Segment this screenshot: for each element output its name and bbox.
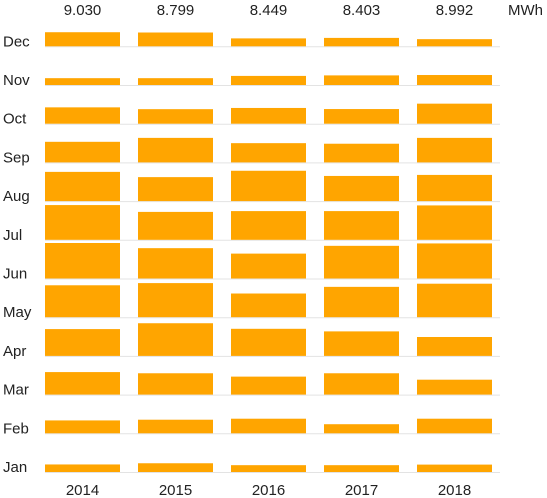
bar-2017-dec <box>324 37 399 47</box>
bar-2014-aug <box>45 171 120 202</box>
bar-2016-oct <box>231 107 306 124</box>
year-total-2016: 8.449 <box>250 2 288 19</box>
bar-2015-dec <box>138 32 213 47</box>
bar-2018-jan <box>417 464 492 472</box>
bar-2017-oct <box>324 109 399 124</box>
bar-2016-sep <box>231 143 306 163</box>
bar-2018-mar <box>417 379 492 395</box>
bar-2014-jun <box>45 243 120 279</box>
bar-2015-feb <box>138 419 213 434</box>
bar-2015-jun <box>138 248 213 279</box>
bar-2016-may <box>231 293 306 318</box>
bar-2018-apr <box>417 337 492 356</box>
bar-2016-dec <box>231 38 306 47</box>
year-total-2014: 9.030 <box>64 2 102 19</box>
bar-2015-jul <box>138 211 213 240</box>
bar-2018-feb <box>417 418 492 434</box>
bar-2018-sep <box>417 137 492 163</box>
bar-2016-mar <box>231 376 306 395</box>
bar-2017-aug <box>324 175 399 202</box>
bar-2016-jun <box>231 253 306 279</box>
bar-2014-dec <box>45 32 120 47</box>
bar-2014-jan <box>45 464 120 472</box>
month-label-dec: Dec <box>3 33 30 50</box>
bar-2014-mar <box>45 372 120 395</box>
unit-label: MWh <box>508 2 543 19</box>
bars <box>45 32 492 472</box>
bar-2016-apr <box>231 328 306 356</box>
month-label-jul: Jul <box>3 227 22 244</box>
bar-2017-feb <box>324 424 399 434</box>
bar-2018-nov <box>417 75 492 85</box>
year-total-2017: 8.403 <box>343 2 381 19</box>
year-label-2014: 2014 <box>66 482 99 498</box>
bar-2016-jul <box>231 211 306 240</box>
bar-2018-jul <box>417 205 492 240</box>
bar-2015-jan <box>138 463 213 472</box>
year-label-2015: 2015 <box>159 482 192 498</box>
year-totals: 9.030 8.799 8.449 8.403 8.992 <box>64 2 474 19</box>
bar-2014-feb <box>45 420 120 434</box>
bar-2017-may <box>324 286 399 318</box>
bar-2017-jan <box>324 465 399 472</box>
month-axis-labels: Jan Feb Mar Apr May Jun Jul Aug Sep Oct Nov Dec <box>3 33 32 476</box>
bar-2015-apr <box>138 323 213 356</box>
bar-2014-nov <box>45 78 120 85</box>
month-label-oct: Oct <box>3 111 27 128</box>
bar-2016-nov <box>231 75 306 85</box>
month-label-sep: Sep <box>3 149 30 166</box>
month-label-may: May <box>3 304 32 321</box>
bar-2017-mar <box>324 373 399 395</box>
bar-2017-jun <box>324 245 399 279</box>
year-total-2018: 8.992 <box>436 2 474 19</box>
year-label-2018: 2018 <box>438 482 471 498</box>
bar-2015-sep <box>138 137 213 163</box>
bar-2017-jul <box>324 211 399 240</box>
bar-2016-aug <box>231 170 306 202</box>
year-total-2015: 8.799 <box>157 2 195 19</box>
month-label-nov: Nov <box>3 72 30 89</box>
month-label-mar: Mar <box>3 382 29 399</box>
bar-2018-aug <box>417 174 492 202</box>
bar-2018-oct <box>417 103 492 124</box>
bar-2018-jun <box>417 243 492 279</box>
bar-2014-may <box>45 285 120 318</box>
bar-2018-may <box>417 283 492 318</box>
bar-2016-feb <box>231 418 306 434</box>
year-label-2016: 2016 <box>252 482 285 498</box>
bar-2015-nov <box>138 78 213 85</box>
bar-2014-sep <box>45 141 120 163</box>
year-label-2017: 2017 <box>345 482 378 498</box>
month-label-jun: Jun <box>3 266 27 283</box>
month-label-feb: Feb <box>3 420 29 437</box>
month-label-jan: Jan <box>3 459 27 476</box>
gridlines <box>45 46 500 473</box>
month-label-aug: Aug <box>3 188 30 205</box>
bar-2018-dec <box>417 39 492 47</box>
bar-2017-apr <box>324 331 399 356</box>
bar-2015-may <box>138 283 213 318</box>
bar-2014-apr <box>45 329 120 356</box>
bar-2015-mar <box>138 373 213 395</box>
bar-2016-jan <box>231 465 306 472</box>
bar-2015-oct <box>138 109 213 124</box>
bar-2017-sep <box>324 143 399 163</box>
bar-2017-nov <box>324 75 399 85</box>
year-axis-labels: 2014 2015 2016 2017 2018 <box>66 482 471 498</box>
month-label-apr: Apr <box>3 343 26 360</box>
bar-2015-aug <box>138 177 213 202</box>
bar-2014-jul <box>45 205 120 240</box>
bar-2014-oct <box>45 107 120 124</box>
